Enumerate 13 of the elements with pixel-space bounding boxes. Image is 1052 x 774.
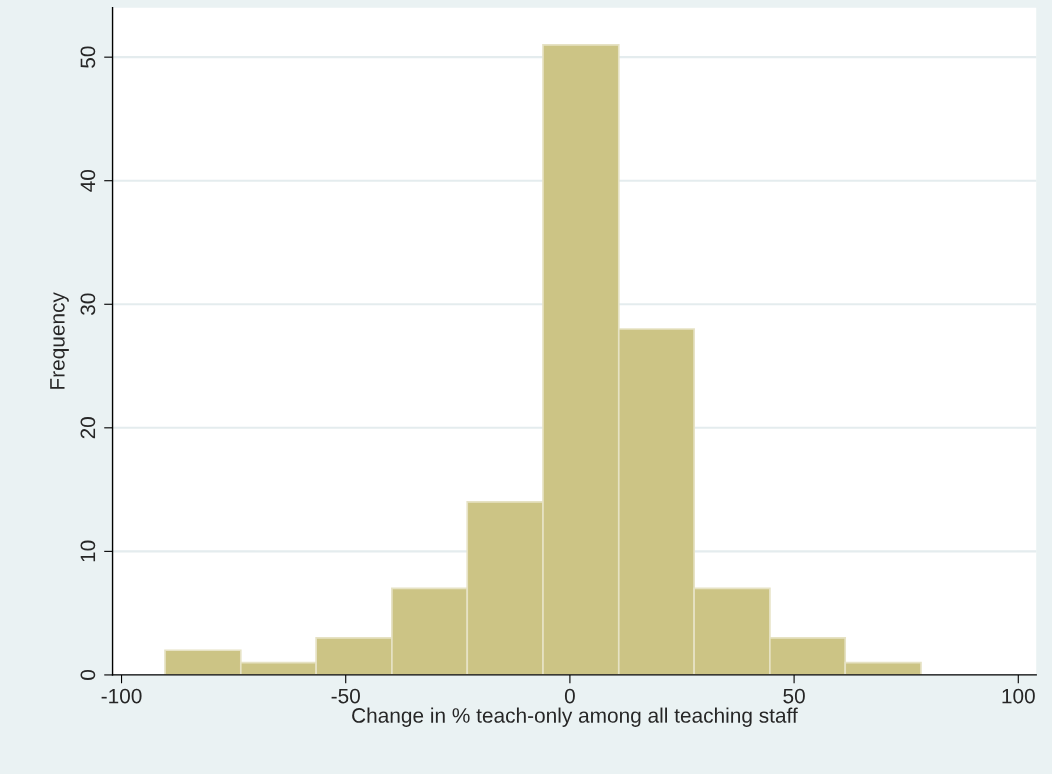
y-tick-label: 30 xyxy=(80,293,96,316)
x-tick-label: -100 xyxy=(101,688,142,704)
x-tick-label: 0 xyxy=(564,688,575,704)
y-tick-label: 0 xyxy=(80,669,96,680)
x-axis-title: Change in % teach-only among all teaching staff xyxy=(352,707,798,727)
x-tick-label: -50 xyxy=(331,688,360,704)
y-tick-label: 10 xyxy=(80,540,96,562)
y-tick-label: 50 xyxy=(80,46,96,68)
y-tick-label: 40 xyxy=(80,169,96,192)
x-tick-label: 100 xyxy=(1002,688,1035,704)
y-tick-label: 20 xyxy=(80,417,96,439)
x-tick-label: 50 xyxy=(783,688,805,704)
y-axis-title: Frequency xyxy=(50,292,69,389)
